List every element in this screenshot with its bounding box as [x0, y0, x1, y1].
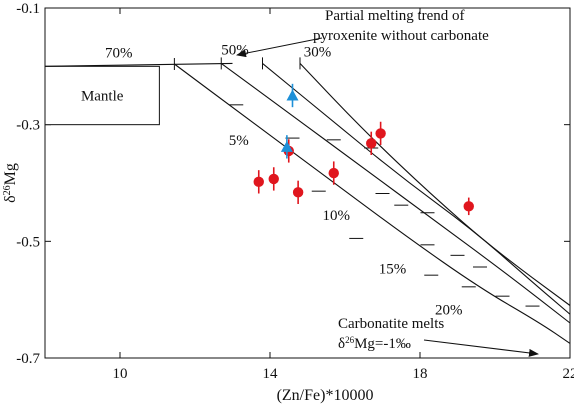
y-axis-title: δ26Mg — [2, 163, 20, 203]
curve-percent-label: 20% — [435, 302, 463, 318]
sample-point-triangle — [280, 140, 293, 152]
sample-point-triangle — [286, 89, 299, 101]
carbonatite-annotation-line1: Carbonatite melts — [338, 316, 444, 332]
x-tick-label: 14 — [263, 366, 279, 382]
y-tick-label: -0.5 — [16, 234, 40, 250]
x-axis-title: (Zn/Fe)*10000 — [277, 387, 374, 404]
y-axis-title-tail: Mg — [2, 163, 19, 185]
melting-curve-2 — [220, 62, 571, 324]
x-tick-label: 18 — [413, 366, 428, 382]
plot-layer: 10 14 18 22 -0.7 -0.5 -0.3 -0.1 Mantle 70% 50% 30% 5… — [16, 1, 574, 382]
carbonatite-arrow — [423, 339, 539, 357]
y-tick-label: -0.1 — [16, 1, 40, 17]
curve-percent-label: 70% — [105, 46, 133, 62]
start-trend-line — [44, 62, 233, 67]
partial-melting-annotation-line1: Partial melting trend of — [325, 8, 465, 24]
curve-percent-label: 50% — [221, 43, 249, 59]
melting-curve-1 — [174, 63, 571, 344]
sample-point-circle — [328, 167, 339, 179]
melting-curve-4 — [299, 63, 571, 306]
curve-percent-label: 10% — [323, 208, 351, 224]
sample-point-circle — [268, 173, 279, 185]
sample-point-circle — [292, 187, 304, 198]
x-tick-label: 22 — [563, 366, 574, 382]
sample-point-circle — [366, 138, 377, 149]
y-tick-label: -0.7 — [16, 351, 40, 367]
mantle-label: Mantle — [81, 89, 124, 105]
x-tick-label: 10 — [113, 366, 128, 382]
y-tick-label: -0.3 — [16, 118, 40, 134]
curve-percent-label: 5% — [229, 133, 249, 149]
carbonatite-annotation-line2: δ26Mg=-1‰ — [338, 335, 411, 352]
sample-point-circle — [375, 128, 386, 139]
sample-point-circle — [253, 176, 264, 188]
plot-frame — [44, 7, 571, 359]
curve-percent-label: 15% — [379, 261, 407, 277]
curve-percent-label: 30% — [304, 44, 332, 60]
y-axis-title-sup: 26 — [2, 185, 13, 195]
partial-melting-annotation-line2: pyroxenite without carbonate — [313, 28, 489, 44]
sample-point-circle — [463, 201, 474, 212]
mantle-box — [44, 65, 160, 126]
melting-curve-3 — [262, 62, 571, 315]
y-axis-title-main: δ — [2, 195, 19, 203]
partial-melting-arrow — [236, 37, 323, 58]
